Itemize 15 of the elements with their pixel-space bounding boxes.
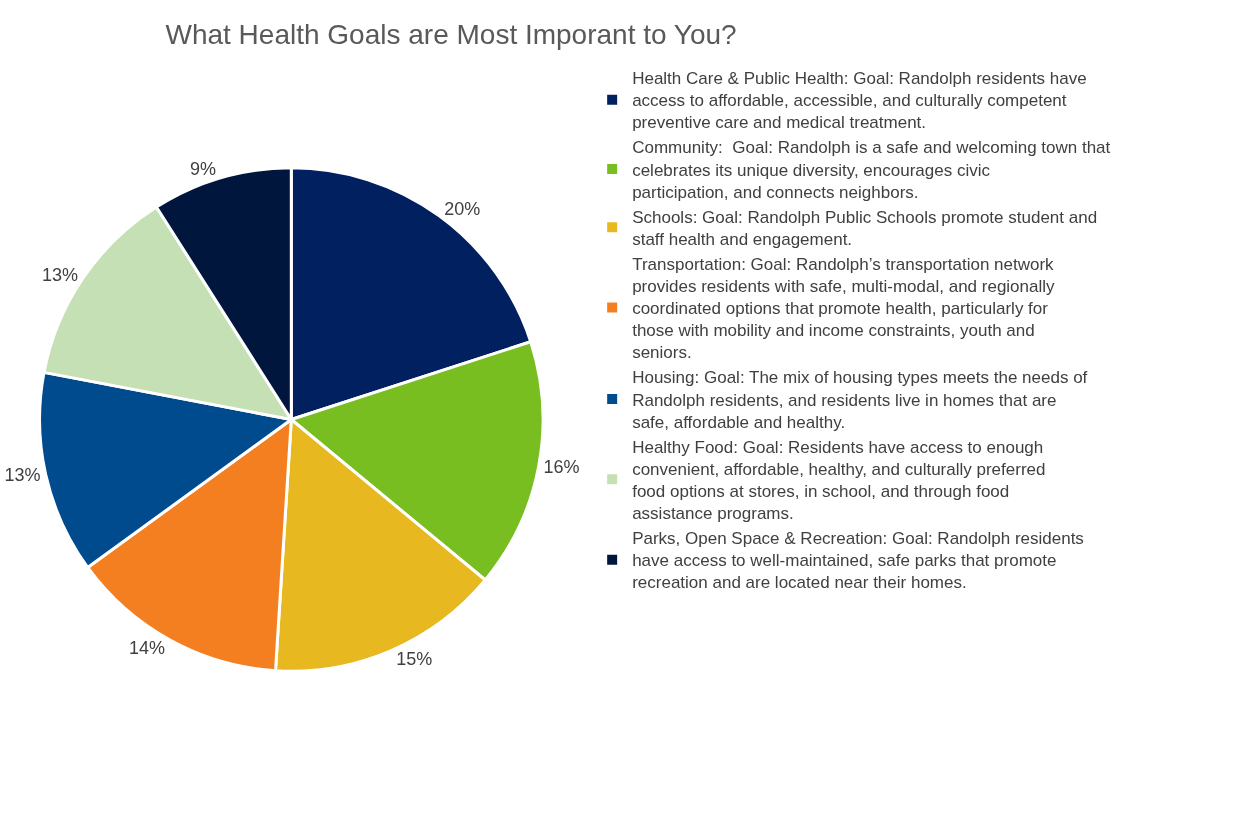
legend-label: Schools: Goal: Randolph Public Schools promote student and staff health and engagement. — [632, 207, 1098, 249]
legend-label: Housing: Goal: The mix of housing types meets the needs of Randolph residents, and residents live in homes that are safe, affordable and healthy. — [632, 368, 1088, 432]
data-label: 16% — [543, 457, 580, 478]
data-label: 15% — [396, 648, 433, 669]
data-label: 13% — [4, 464, 41, 485]
legend-label: Transportation: Goal: Randolph’s transportation network provides residents with safe, multi-modal, and regionally coordinated options that promote health, particularly for those with mobility and income constraints, youth and seniors. — [632, 254, 1056, 363]
legend-label: Parks, Open Space & Recreation: Goal: Randolph residents have access to well-maintained, safe parks that promote recreation and are located near their homes. — [632, 529, 1084, 593]
data-label: 20% — [444, 199, 481, 220]
data-label: 14% — [128, 637, 166, 658]
legend-label: Healthy Food: Goal: Residents have access to enough convenient, affordable, healthy, and culturally preferred food options at stores, in school, and through food assistance programs. — [632, 437, 1046, 524]
chart-title: What Health Goals are Most Imporant to You? — [165, 19, 737, 51]
data-label: 13% — [42, 264, 79, 285]
legend-label: Health Care & Public Health: Goal: Randolph residents have access to affordable, accessible, and culturally competent preventive care and medical treatment. — [632, 69, 1087, 133]
legend-label: Community: Goal: Randolph is a safe and welcoming town that celebrates its unique diversity, encourages civic participation, and connects neighbors. — [632, 138, 1111, 202]
data-label: 9% — [190, 158, 217, 179]
